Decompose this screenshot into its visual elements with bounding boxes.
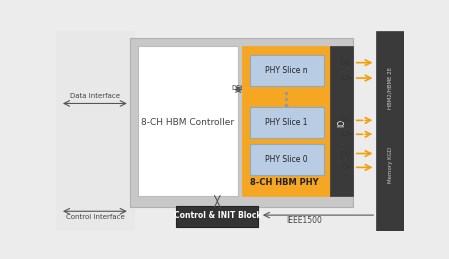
Text: Control Interface: Control Interface: [66, 214, 124, 220]
Text: DFI: DFI: [232, 85, 243, 91]
Bar: [250, 107, 323, 138]
Text: CA: CA: [342, 131, 352, 137]
Text: Control & INIT Block: Control & INIT Block: [174, 211, 261, 220]
Text: Memory KGD: Memory KGD: [387, 147, 392, 183]
Bar: [250, 144, 323, 175]
Bar: [130, 38, 353, 207]
Text: PHY Slice 0: PHY Slice 0: [265, 155, 308, 164]
Text: 8-CH HBM PHY: 8-CH HBM PHY: [251, 178, 319, 187]
Bar: [250, 55, 323, 86]
Text: PHY Slice 1: PHY Slice 1: [265, 118, 308, 127]
Text: PHY Slice n: PHY Slice n: [265, 66, 308, 75]
Bar: [56, 31, 134, 231]
Text: CA: CA: [342, 75, 352, 81]
Bar: [137, 46, 238, 196]
Text: CA: CA: [342, 164, 352, 170]
Text: DQ: DQ: [341, 117, 352, 123]
Text: HBM2/HBME 2E: HBM2/HBME 2E: [387, 67, 392, 109]
Bar: [330, 46, 353, 196]
Text: DQ: DQ: [341, 150, 352, 156]
Text: IO: IO: [337, 119, 346, 127]
Bar: [376, 31, 404, 231]
Bar: [176, 206, 258, 227]
Bar: [242, 46, 330, 196]
Text: DQ: DQ: [341, 60, 352, 66]
Text: IEEE1500: IEEE1500: [286, 216, 322, 225]
Text: 8-CH HBM Controller: 8-CH HBM Controller: [141, 118, 234, 127]
Text: Data Interface: Data Interface: [70, 93, 120, 99]
